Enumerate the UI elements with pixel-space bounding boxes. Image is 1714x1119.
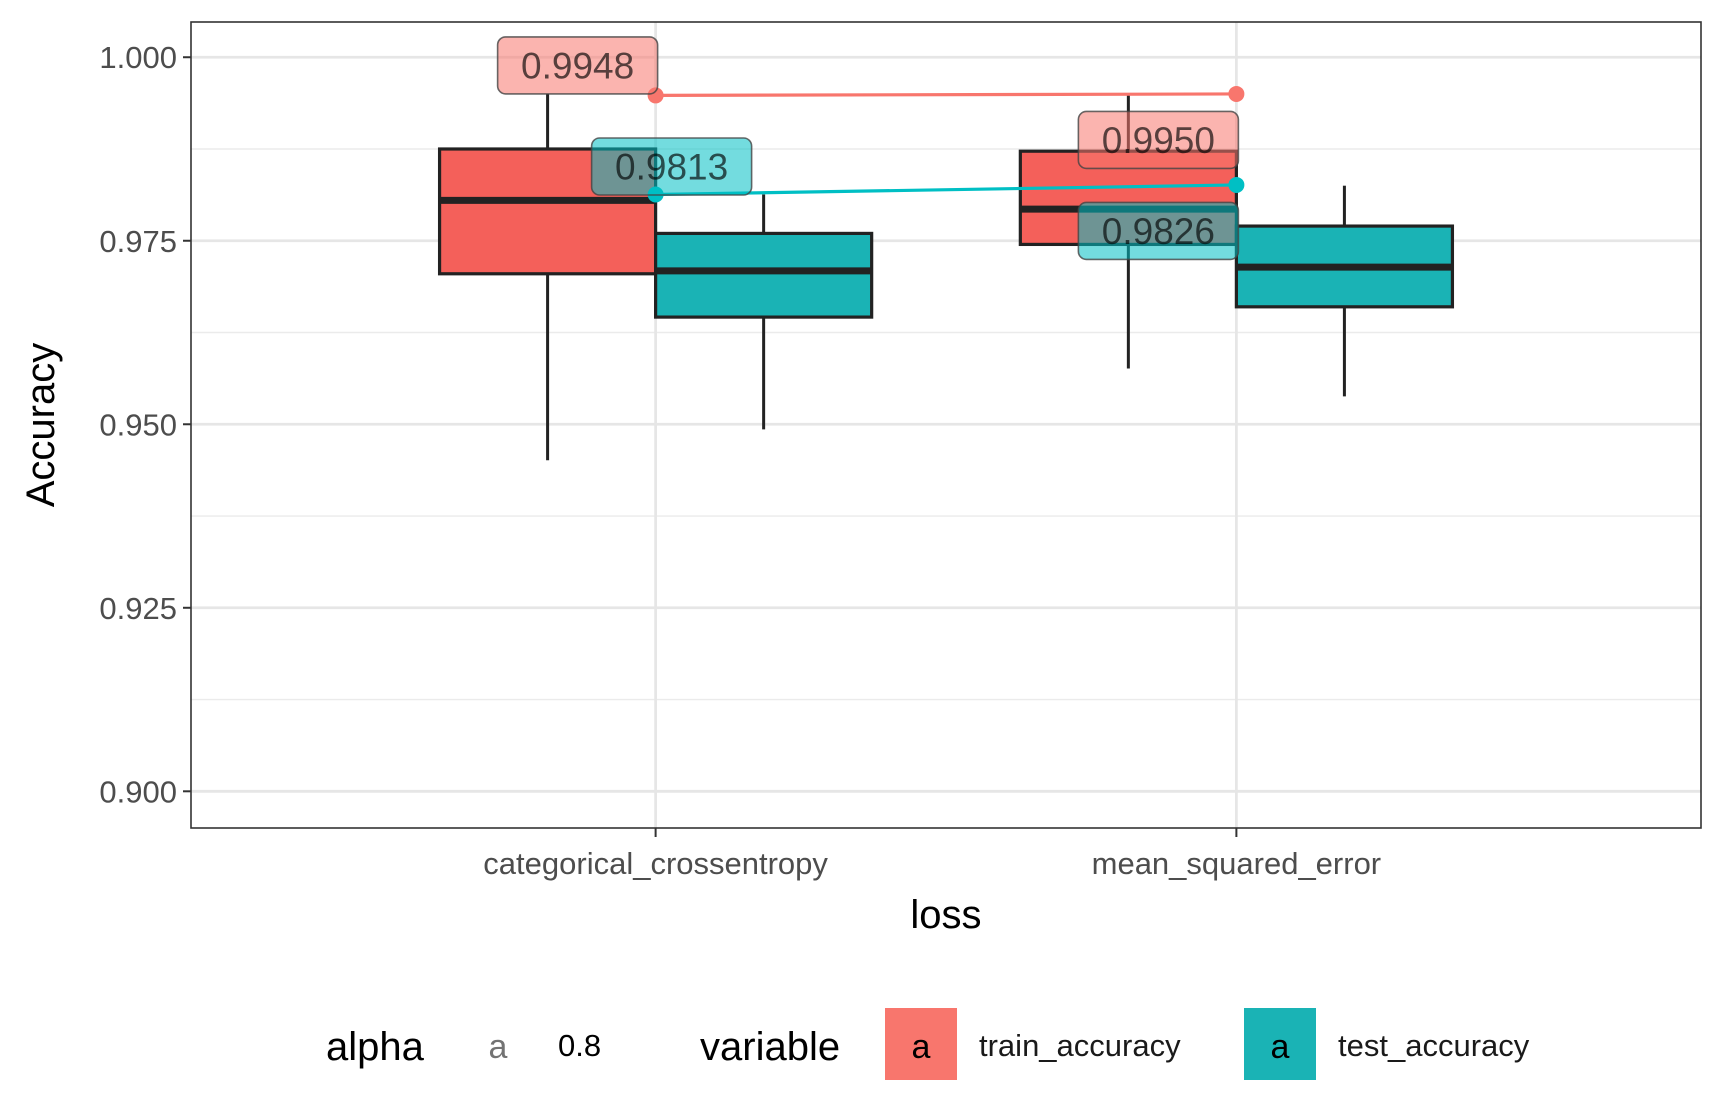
mean-line-train_accuracy	[655, 92, 1237, 98]
legend-variable-title: variable	[700, 1025, 840, 1069]
boxes	[437, 93, 1455, 461]
x-tick-label: mean_squared_error	[1092, 846, 1382, 881]
mean-label-test_accuracy: 0.9813	[590, 137, 753, 196]
mean-labels: 0.9948 0.9950 0.9813 0.9826	[496, 36, 1240, 261]
y-axis-title: Accuracy	[19, 343, 63, 508]
legend-alpha-title: alpha	[326, 1025, 425, 1069]
mean-label-text: 0.9948	[521, 45, 634, 86]
mean-lines	[647, 85, 1245, 203]
y-tick-label: 0.900	[99, 774, 177, 809]
mean-label-box	[590, 137, 753, 196]
mean-label-train_accuracy: 0.9948	[496, 36, 659, 95]
legend-alpha-key: a	[489, 1028, 508, 1066]
x-tick-label: categorical_crossentropy	[483, 846, 828, 881]
y-tick-label: 0.925	[99, 591, 177, 626]
mean-point-test_accuracy	[1228, 176, 1245, 193]
y-tick-label: 0.975	[99, 224, 177, 259]
box-test_accuracy	[654, 194, 874, 430]
legend-key-test	[1244, 1008, 1316, 1080]
mean-label-text: 0.9950	[1102, 120, 1215, 161]
mean-label-box	[1077, 201, 1240, 261]
legend-label-test: test_accuracy	[1338, 1028, 1530, 1063]
mean-label-train_accuracy: 0.9950	[1077, 110, 1240, 170]
box-test_accuracy	[1234, 185, 1455, 397]
legend: alpha a 0.8 variable a train_accuracy a …	[326, 1008, 1530, 1080]
mean-label-box	[1077, 110, 1240, 170]
legend-key-train	[885, 1008, 957, 1080]
legend-key-train-glyph: a	[912, 1028, 931, 1066]
x-axis-title: loss	[910, 893, 981, 937]
y-tick-label: 1.000	[99, 40, 177, 75]
box-body	[654, 231, 874, 319]
mean-label-text: 0.9813	[615, 147, 728, 188]
mean-label-box	[496, 36, 659, 95]
legend-alpha-label: 0.8	[558, 1028, 601, 1063]
plot-area: 0.9948 0.9950 0.9813 0.9826	[190, 21, 1702, 829]
x-axis: categorical_crossentropy mean_squared_err…	[483, 828, 1381, 881]
legend-label-train: train_accuracy	[979, 1028, 1181, 1063]
y-tick-label: 0.950	[99, 407, 177, 442]
mean-point-train_accuracy	[1228, 85, 1245, 102]
legend-key-test-glyph: a	[1271, 1028, 1290, 1066]
y-axis: 0.900 0.925 0.950 0.975 1.000	[99, 40, 191, 809]
mean-label-test_accuracy: 0.9826	[1077, 201, 1240, 261]
mean-label-text: 0.9826	[1102, 211, 1215, 252]
mean-line-test_accuracy	[655, 183, 1237, 197]
